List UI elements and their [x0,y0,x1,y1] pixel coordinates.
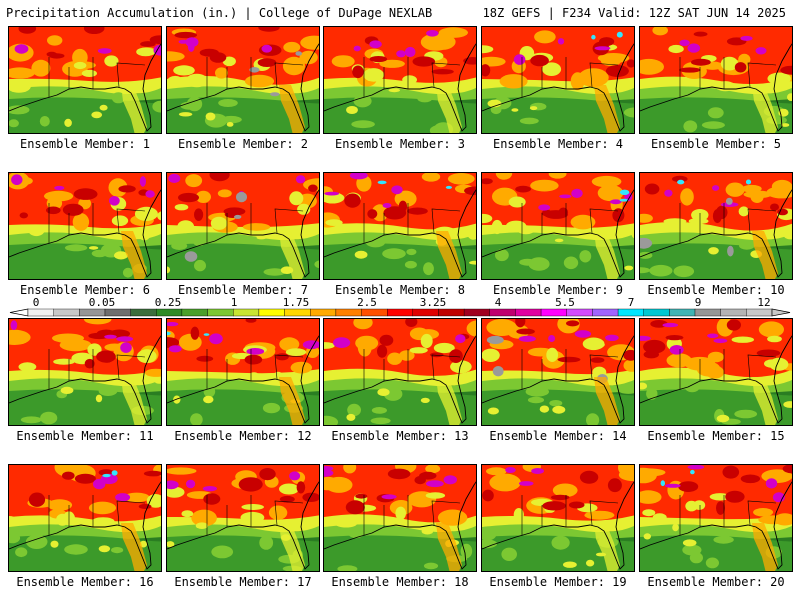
ensemble-member-label: Ensemble Member: 9 [492,283,624,297]
colorbar-tick-label: 9 [694,296,702,309]
colorbar-segment [156,308,183,317]
ensemble-member-map [8,318,162,426]
ensemble-member-label: Ensemble Member: 5 [650,137,782,151]
colorbar-segment [27,308,54,317]
colorbar-tick-label: 12 [757,296,771,309]
colorbar-segment [79,308,106,317]
colorbar-segment [463,308,491,317]
ensemble-member-label: Ensemble Member: 1 [19,137,151,151]
ensemble-member-label: Ensemble Member: 18 [331,575,469,589]
colorbar-segment [746,308,773,317]
ensemble-member-label: Ensemble Member: 10 [647,283,785,297]
ensemble-member-map [481,318,635,426]
ensemble-member-label: Ensemble Member: 15 [647,429,785,443]
colorbar-max-arrow [771,308,791,317]
ensemble-member-label: Ensemble Member: 12 [174,429,312,443]
ensemble-member-label: Ensemble Member: 20 [647,575,785,589]
map-title: Precipitation Accumulation (in.) | Colle… [6,6,433,20]
colorbar-segment [540,308,567,317]
ensemble-member-map [8,26,162,134]
colorbar-segment [592,308,619,317]
ensemble-member-label: Ensemble Member: 4 [492,137,624,151]
ensemble-member-map [323,464,477,572]
colorbar-segment [669,308,696,317]
colorbar-segment [207,308,234,317]
ensemble-member-label: Ensemble Member: 3 [334,137,466,151]
model-run-info: 18Z GEFS | F234 Valid: 12Z SAT JUN 14 20… [482,6,786,20]
ensemble-member-map [8,172,162,280]
ensemble-member-map [323,318,477,426]
colorbar-min-arrow [9,308,29,317]
colorbar-segment [438,308,465,317]
ensemble-member-map [323,26,477,134]
colorbar-segment [335,308,362,317]
ensemble-member-label: Ensemble Member: 13 [331,429,469,443]
colorbar-segment [361,308,388,317]
colorbar-tick-label: 7 [627,296,635,309]
colorbar-tick-label: 1 [230,296,238,309]
ensemble-member-map [639,318,793,426]
colorbar-segment [412,308,439,317]
colorbar-tick-label: 0.25 [154,296,182,309]
colorbar-segment [643,308,670,317]
ensemble-member-map [166,172,320,280]
colorbar-segment [387,308,414,317]
colorbar-tick-label: 5.5 [555,296,575,309]
colorbar-segment [617,308,644,317]
colorbar-segment [258,308,285,317]
ensemble-member-map [481,172,635,280]
ensemble-member-map [166,318,320,426]
ensemble-member-label: Ensemble Member: 19 [489,575,627,589]
colorbar-tick-label: 4 [494,296,502,309]
ensemble-member-label: Ensemble Member: 6 [19,283,151,297]
ensemble-member-label: Ensemble Member: 16 [16,575,154,589]
colorbar-segment [310,308,337,317]
colorbar-segment [53,308,80,317]
colorbar-segment [284,308,311,317]
colorbar-tick-label: 2.5 [357,296,377,309]
colorbar-segment [232,308,260,317]
colorbar-segment [566,308,593,317]
ensemble-member-map [323,172,477,280]
colorbar-tick-label: 0 [32,296,40,309]
colorbar-segment [489,308,516,317]
colorbar-tick-label: 1.75 [282,296,310,309]
ensemble-member-label: Ensemble Member: 11 [16,429,154,443]
colorbar-segment [104,308,131,317]
ensemble-member-map [481,26,635,134]
ensemble-member-map [639,464,793,572]
ensemble-member-label: Ensemble Member: 2 [177,137,309,151]
ensemble-member-label: Ensemble Member: 17 [174,575,312,589]
ensemble-member-map [166,26,320,134]
colorbar-segment [181,308,208,317]
ensemble-member-label: Ensemble Member: 14 [489,429,627,443]
colorbar-segment [130,308,157,317]
colorbar-tick-label: 0.05 [88,296,116,309]
colorbar-segment [694,308,721,317]
precip-colorbar [0,297,800,321]
ensemble-member-map [8,464,162,572]
colorbar-segment [720,308,747,317]
ensemble-member-label: Ensemble Member: 7 [177,283,309,297]
ensemble-member-map [639,26,793,134]
colorbar-segment [515,308,542,317]
ensemble-member-map [639,172,793,280]
colorbar-tick-label: 3.25 [419,296,447,309]
ensemble-member-map [481,464,635,572]
ensemble-member-map [166,464,320,572]
ensemble-member-label: Ensemble Member: 8 [334,283,466,297]
